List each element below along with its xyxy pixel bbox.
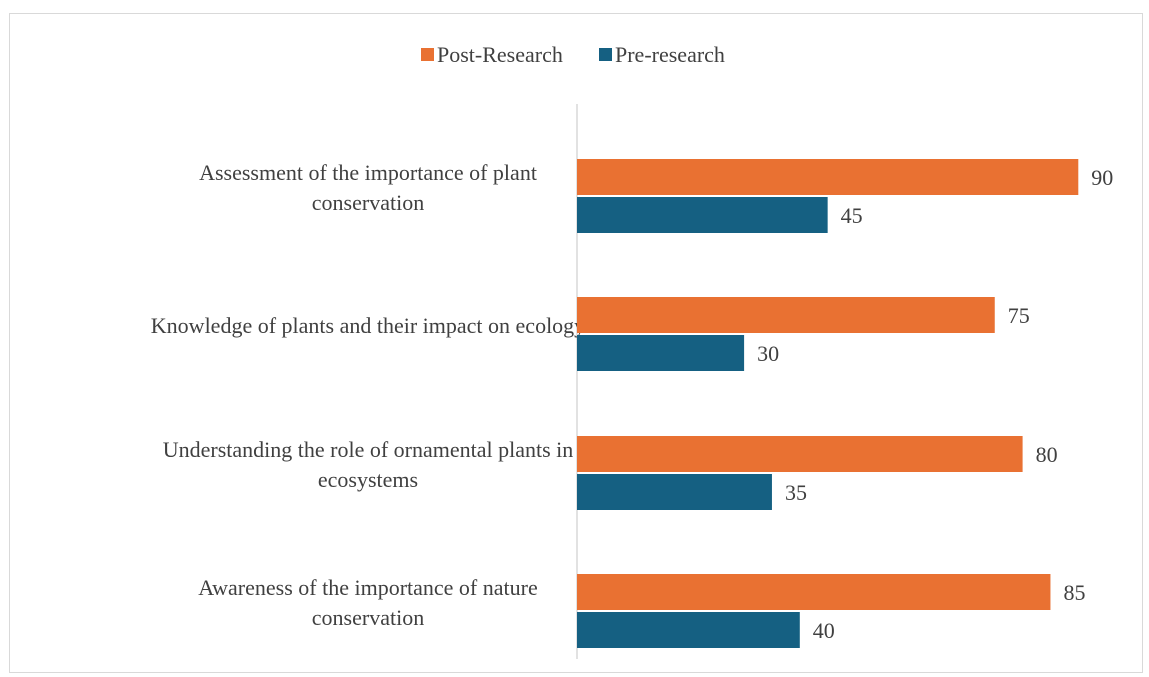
data-label-post-research-1: 90	[1091, 165, 1113, 190]
legend-swatch-post-research	[421, 48, 434, 61]
data-label-pre-research-4: 40	[813, 618, 835, 643]
data-label-post-research-4: 85	[1063, 580, 1085, 605]
bar-pre-research-4	[577, 612, 800, 648]
category-labels: Assessment of the importance of plant con…	[151, 160, 585, 630]
data-label-pre-research-2: 30	[757, 341, 779, 366]
bar-chart: Post-Research Pre-research Assessment of …	[151, 42, 1113, 659]
bar-post-research-2	[577, 297, 995, 333]
data-labels: 90 45 75 30 80 35 85 40	[757, 165, 1113, 643]
bar-post-research-3	[577, 436, 1023, 472]
bar-pre-research-3	[577, 474, 772, 510]
legend-swatch-pre-research	[599, 48, 612, 61]
legend: Post-Research Pre-research	[421, 42, 725, 67]
bar-post-research-1	[577, 159, 1079, 195]
category-label: Knowledge of plants and their impact on …	[151, 313, 585, 338]
data-label-post-research-3: 80	[1036, 442, 1058, 467]
data-label-pre-research-1: 45	[841, 203, 863, 228]
category-label: Understanding the role of ornamental pla…	[163, 437, 574, 492]
category-label: Awareness of the importance of nature con…	[198, 575, 537, 630]
bar-post-research-4	[577, 574, 1051, 610]
bar-pre-research-2	[577, 335, 745, 371]
data-label-post-research-2: 75	[1008, 303, 1030, 328]
legend-label-pre-research: Pre-research	[615, 42, 725, 67]
legend-label-post-research: Post-Research	[437, 42, 563, 67]
data-label-pre-research-3: 35	[785, 480, 807, 505]
chart-frame: Post-Research Pre-research Assessment of …	[9, 13, 1143, 673]
category-label: Assessment of the importance of plant con…	[199, 160, 537, 215]
bar-pre-research-1	[577, 197, 828, 233]
bars	[577, 159, 1079, 648]
